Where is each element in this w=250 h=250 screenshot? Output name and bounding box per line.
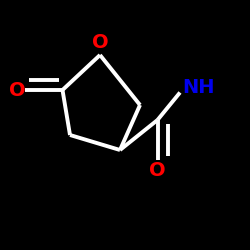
Text: O: O xyxy=(149,160,166,180)
Text: O: O xyxy=(92,33,108,52)
Text: O: O xyxy=(9,80,26,100)
Text: NH: NH xyxy=(182,78,215,97)
